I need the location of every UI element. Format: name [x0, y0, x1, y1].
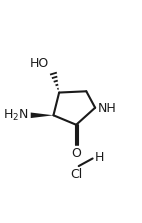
- Text: HO: HO: [30, 57, 49, 70]
- Text: H$_2$N: H$_2$N: [3, 108, 29, 123]
- Text: NH: NH: [98, 103, 116, 116]
- Text: O: O: [71, 147, 81, 160]
- Polygon shape: [31, 113, 53, 118]
- Text: H: H: [95, 151, 104, 164]
- Text: Cl: Cl: [71, 168, 83, 181]
